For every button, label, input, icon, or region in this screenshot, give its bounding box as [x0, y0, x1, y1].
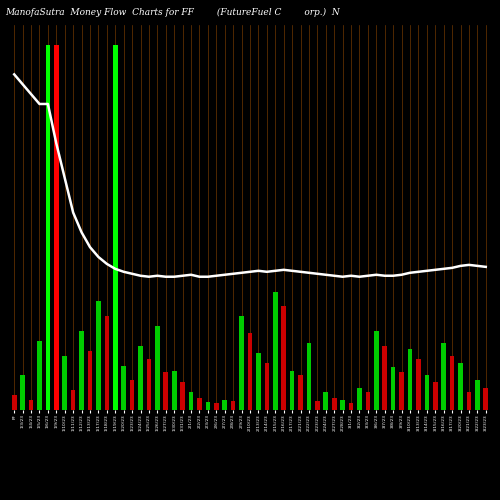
Bar [433, 382, 438, 410]
Bar [12, 395, 16, 410]
Bar [475, 380, 480, 410]
Bar [290, 370, 294, 410]
Bar [71, 390, 76, 410]
Bar [54, 44, 58, 410]
Bar [366, 392, 370, 410]
Bar [424, 376, 429, 410]
Bar [222, 400, 227, 410]
Bar [306, 343, 312, 410]
Bar [214, 403, 218, 410]
Bar [273, 292, 278, 410]
Text: ManofaSutra  Money Flow  Charts for FF        (FutureFuel C        orp.)  N: ManofaSutra Money Flow Charts for FF (Fu… [5, 8, 340, 16]
Bar [315, 401, 320, 410]
Bar [324, 392, 328, 410]
Bar [88, 351, 92, 410]
Bar [408, 349, 412, 410]
Bar [28, 400, 34, 410]
Bar [188, 392, 194, 410]
Bar [130, 380, 134, 410]
Bar [113, 44, 117, 410]
Bar [180, 382, 185, 410]
Bar [340, 400, 345, 410]
Bar [391, 366, 396, 410]
Bar [382, 346, 387, 410]
Bar [138, 346, 143, 410]
Bar [104, 316, 109, 410]
Bar [348, 403, 354, 410]
Bar [122, 366, 126, 410]
Bar [172, 370, 176, 410]
Bar [46, 44, 50, 410]
Bar [256, 352, 260, 410]
Bar [248, 333, 252, 410]
Bar [80, 331, 84, 410]
Bar [416, 358, 420, 410]
Bar [155, 326, 160, 410]
Bar [231, 401, 235, 410]
Bar [206, 402, 210, 410]
Bar [197, 398, 202, 410]
Bar [458, 362, 463, 410]
Bar [96, 302, 100, 410]
Bar [374, 331, 378, 410]
Bar [450, 356, 454, 410]
Bar [466, 392, 471, 410]
Bar [484, 388, 488, 410]
Bar [146, 358, 152, 410]
Bar [264, 362, 269, 410]
Bar [332, 398, 336, 410]
Bar [62, 356, 67, 410]
Bar [164, 372, 168, 410]
Bar [282, 306, 286, 410]
Bar [20, 376, 25, 410]
Bar [442, 343, 446, 410]
Bar [298, 376, 303, 410]
Bar [37, 341, 42, 410]
Bar [400, 372, 404, 410]
Bar [240, 316, 244, 410]
Bar [357, 388, 362, 410]
